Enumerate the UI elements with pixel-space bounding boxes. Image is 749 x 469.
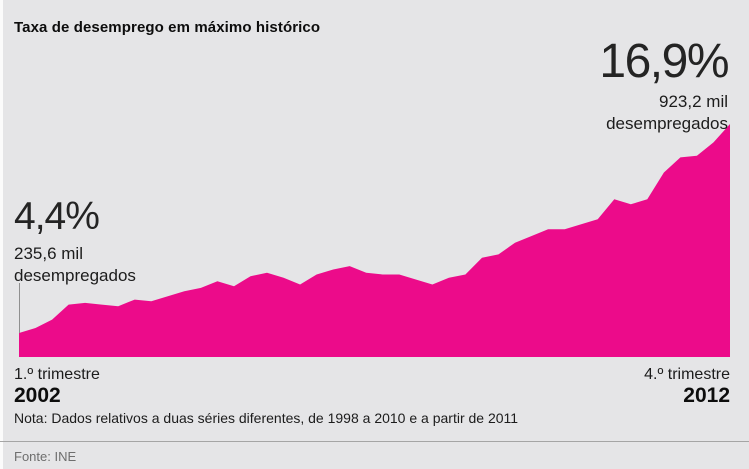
footnote: Nota: Dados relativos a duas séries dife… (14, 410, 519, 426)
start-annotation: 4,4% 235,6 mil desempregados (14, 197, 136, 287)
start-annotation-detail: 235,6 mil desempregados (14, 243, 136, 287)
x-axis-end-period: 4.º trimestre (644, 366, 730, 383)
x-axis-end-label: 4.º trimestre 2012 (644, 365, 730, 407)
end-annotation-detail: 923,2 mil desempregados (599, 91, 728, 135)
end-annotation-count: 923,2 mil (659, 92, 728, 111)
x-axis-end-year: 2012 (683, 384, 730, 407)
left-edge-strip (0, 0, 3, 469)
unemployment-area (19, 124, 730, 357)
start-tick-line (19, 283, 20, 333)
start-annotation-value: 4,4% (14, 195, 100, 238)
chart-title: Taxa de desemprego em máximo histórico (14, 19, 321, 36)
start-annotation-caption: desempregados (14, 266, 136, 285)
x-axis-start-period: 1.º trimestre (14, 366, 100, 383)
source-divider (0, 441, 749, 442)
end-annotation: 16,9% 923,2 mil desempregados (599, 35, 729, 135)
x-axis-start-label: 1.º trimestre 2002 (14, 365, 100, 407)
end-annotation-caption: desempregados (606, 114, 728, 133)
end-annotation-value: 16,9% (599, 35, 729, 88)
source-credit: Fonte: INE (14, 449, 77, 464)
start-annotation-count: 235,6 mil (14, 244, 83, 263)
x-axis-start-year: 2002 (14, 384, 61, 407)
